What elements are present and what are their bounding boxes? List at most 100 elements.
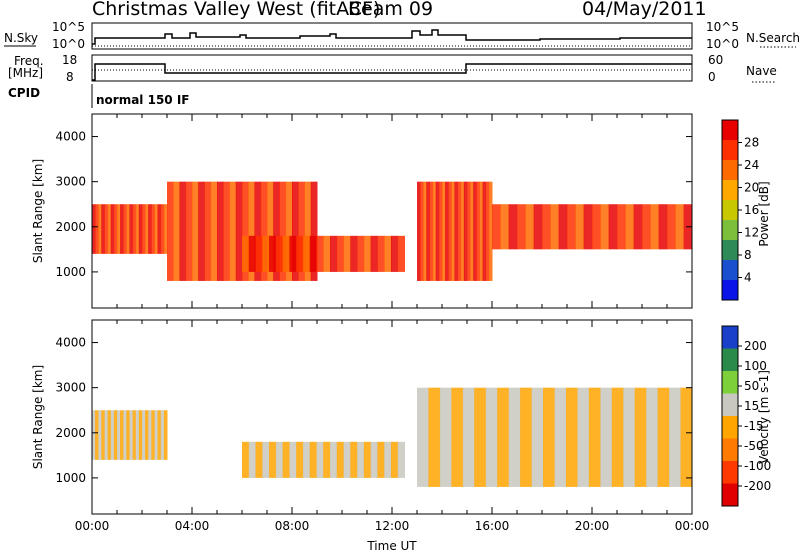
data-cell bbox=[120, 204, 124, 254]
data-cell bbox=[117, 204, 121, 254]
data-cell bbox=[95, 410, 99, 460]
data-cell bbox=[267, 181, 274, 281]
data-cell bbox=[438, 181, 443, 281]
data-cell bbox=[242, 441, 250, 478]
data-region bbox=[417, 387, 693, 487]
data-cell bbox=[429, 181, 434, 281]
nsky-label: N.Sky bbox=[4, 31, 38, 45]
cpid-label: CPID bbox=[8, 86, 40, 100]
colorbar-segment bbox=[722, 461, 738, 484]
nsky-tick-top: 10^5 bbox=[52, 20, 85, 34]
data-cell bbox=[262, 441, 270, 478]
velocity-ylabel: Slant Range [km] bbox=[31, 365, 45, 469]
data-cell bbox=[390, 441, 399, 478]
data-cell bbox=[107, 410, 112, 460]
freq-tick-bottom: 8 bbox=[66, 70, 74, 84]
data-cell bbox=[101, 204, 105, 254]
data-cell bbox=[310, 181, 318, 281]
data-cell bbox=[129, 410, 134, 460]
data-cell bbox=[442, 181, 446, 281]
data-region bbox=[92, 204, 168, 254]
nsearch-tick-top: 10^5 bbox=[706, 20, 739, 34]
nsearch-tick-bottom: 10^0 bbox=[706, 37, 739, 51]
colorbar-tick-label: 20 bbox=[744, 181, 759, 195]
data-cell bbox=[448, 181, 452, 281]
data-cell bbox=[363, 235, 372, 272]
data-cell bbox=[479, 181, 484, 281]
data-cell bbox=[336, 441, 345, 478]
data-cell bbox=[343, 235, 351, 272]
data-cell bbox=[476, 181, 480, 281]
data-cell bbox=[157, 410, 162, 460]
data-cell bbox=[145, 204, 149, 254]
freq-unit-label: [MHz] bbox=[8, 66, 43, 80]
data-cell bbox=[282, 441, 290, 478]
nsky-frame bbox=[91, 22, 693, 50]
data-cell bbox=[132, 410, 137, 460]
data-cell bbox=[554, 387, 567, 487]
data-cell bbox=[463, 181, 468, 281]
data-cell bbox=[292, 181, 299, 281]
data-cell bbox=[423, 181, 427, 281]
data-cell bbox=[110, 410, 115, 460]
data-cell bbox=[343, 441, 351, 478]
data-cell bbox=[304, 181, 312, 281]
colorbar-tick-label: -50 bbox=[744, 439, 764, 453]
data-cell bbox=[275, 441, 284, 478]
colorbar-segment bbox=[722, 260, 738, 281]
data-cell bbox=[508, 204, 518, 250]
data-cell bbox=[217, 181, 224, 281]
colorbar-tick-label: -200 bbox=[744, 479, 771, 493]
data-cell bbox=[163, 204, 168, 254]
data-cell bbox=[185, 181, 193, 281]
data-cell bbox=[296, 441, 304, 478]
colorbar-segment bbox=[722, 371, 738, 394]
data-cell bbox=[248, 235, 257, 272]
x-tick-label: 12:00 bbox=[375, 519, 410, 533]
data-cell bbox=[309, 235, 317, 272]
velocity-data-layer bbox=[92, 387, 693, 487]
data-cell bbox=[470, 181, 474, 281]
data-cell bbox=[104, 410, 109, 460]
data-cell bbox=[428, 387, 441, 487]
data-cell bbox=[439, 387, 452, 487]
data-cell bbox=[525, 204, 535, 250]
data-cell bbox=[397, 441, 405, 478]
colorbar-segment bbox=[722, 120, 738, 141]
data-cell bbox=[567, 204, 576, 250]
data-cell bbox=[98, 204, 102, 254]
data-cell bbox=[126, 204, 130, 254]
data-cell bbox=[642, 204, 651, 250]
y-tick-label: 4000 bbox=[55, 130, 86, 144]
freq-panel: Freq. [MHz] 18 8 60 0 Nave bbox=[8, 53, 777, 84]
y-tick-label: 3000 bbox=[55, 175, 86, 189]
colorbar-segment bbox=[722, 140, 738, 161]
nave-label: Nave bbox=[746, 64, 777, 78]
data-cell bbox=[646, 387, 659, 487]
x-tick-label: 00:00 bbox=[75, 519, 110, 533]
colorbar-frame bbox=[721, 325, 739, 507]
data-cell bbox=[126, 410, 130, 460]
colorbar-segment bbox=[722, 483, 738, 507]
data-cell bbox=[508, 387, 521, 487]
cpid-mode: normal 150 IF bbox=[96, 93, 190, 107]
power-colorbar: 28 24 20 16 12 8 4 bbox=[721, 119, 759, 301]
data-cell bbox=[160, 410, 165, 460]
freq-frame bbox=[91, 54, 693, 82]
y-tick-label: 1000 bbox=[55, 471, 86, 485]
data-cell bbox=[357, 441, 365, 478]
data-cell bbox=[210, 181, 218, 281]
data-cell bbox=[633, 204, 643, 250]
data-cell bbox=[101, 410, 105, 460]
data-cell bbox=[542, 204, 551, 250]
data-cell bbox=[432, 181, 437, 281]
velocity-panel: 4000 3000 2000 1000 00:00 04:00 08:00 12:00 16:… bbox=[31, 319, 771, 553]
data-cell bbox=[129, 204, 134, 254]
data-cell bbox=[608, 204, 618, 250]
data-cell bbox=[384, 441, 392, 478]
nsky-panel: N.Sky 10^5 10^0 10^5 10^0 N.Search bbox=[4, 20, 800, 51]
data-cell bbox=[254, 181, 262, 281]
velocity-y-axis: 4000 3000 2000 1000 bbox=[55, 336, 692, 485]
data-cell bbox=[204, 181, 212, 281]
colorbar-tick-label: 15 bbox=[744, 399, 759, 413]
